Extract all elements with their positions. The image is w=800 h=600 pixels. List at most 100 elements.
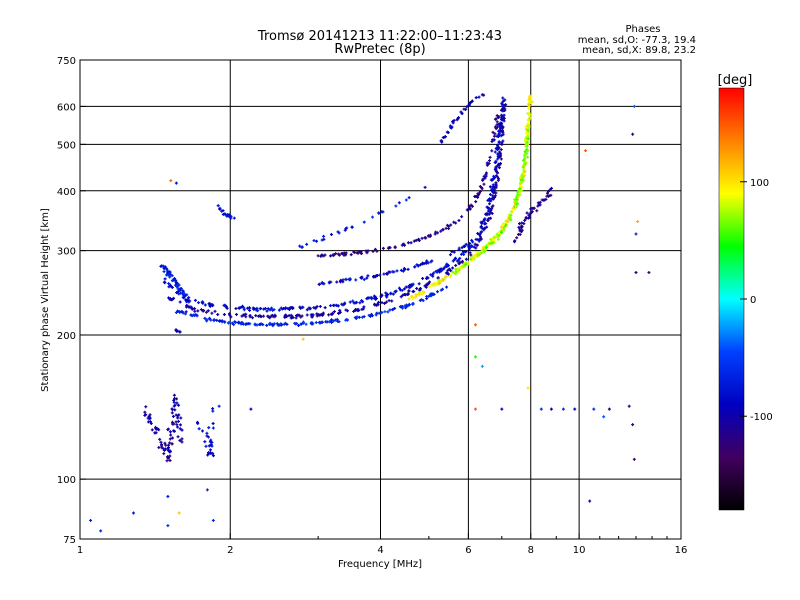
data-point <box>592 407 596 411</box>
data-point <box>527 103 531 107</box>
data-point <box>205 434 209 438</box>
data-point <box>211 426 215 430</box>
y-tick-label: 75 <box>63 535 76 546</box>
data-point <box>205 488 209 492</box>
data-point <box>172 404 176 408</box>
data-point <box>451 270 455 274</box>
data-point <box>430 273 434 277</box>
data-point <box>163 265 167 269</box>
data-point <box>631 423 635 427</box>
data-point <box>344 277 348 281</box>
data-point <box>162 447 166 451</box>
data-point <box>647 271 651 275</box>
data-point <box>526 129 530 133</box>
data-point <box>186 304 190 308</box>
data-point <box>143 413 147 417</box>
data-point <box>470 238 474 242</box>
data-point <box>462 107 466 111</box>
data-point <box>546 189 550 193</box>
data-point <box>179 416 183 420</box>
data-point <box>452 220 456 224</box>
data-point <box>393 306 397 310</box>
data-point <box>523 154 527 158</box>
data-point <box>526 111 530 115</box>
data-point <box>520 185 524 189</box>
data-point <box>453 257 457 261</box>
data-point <box>222 313 226 316</box>
data-point <box>471 257 475 261</box>
data-point <box>342 302 346 306</box>
data-point <box>211 454 215 458</box>
data-point <box>451 259 455 263</box>
data-point <box>375 249 379 253</box>
data-point <box>495 120 499 124</box>
data-point <box>335 280 339 284</box>
data-point <box>196 309 200 313</box>
data-point <box>526 216 530 220</box>
data-point <box>526 149 530 153</box>
data-point <box>327 281 331 285</box>
data-point <box>144 405 148 409</box>
data-point <box>216 313 220 317</box>
data-point <box>204 444 208 448</box>
data-point <box>209 318 213 322</box>
data-point <box>237 306 241 310</box>
data-point <box>496 178 500 182</box>
data-point <box>354 278 358 282</box>
data-point <box>504 219 508 223</box>
data-point <box>143 410 147 414</box>
data-point <box>257 314 261 318</box>
data-point <box>487 212 491 216</box>
x-tick-label: 16 <box>675 545 688 556</box>
data-point <box>211 409 215 413</box>
data-point <box>237 321 241 325</box>
data-point <box>377 311 381 315</box>
data-point <box>374 303 378 307</box>
y-axis-label: Stationary phase Virtual Height [km] <box>40 208 51 392</box>
y-tick-label: 600 <box>57 102 76 113</box>
data-point <box>209 438 213 442</box>
data-point <box>479 225 483 229</box>
data-point <box>366 249 370 253</box>
data-point <box>436 276 440 280</box>
data-point <box>451 266 455 270</box>
data-point <box>488 193 492 197</box>
data-point <box>495 114 499 118</box>
colorbar-tick-label: 0 <box>750 295 756 306</box>
data-point <box>500 118 504 122</box>
data-point <box>290 314 294 318</box>
data-point <box>211 303 215 307</box>
data-point <box>528 95 532 99</box>
data-point <box>166 456 170 460</box>
phases-heading: Phases <box>625 24 660 35</box>
data-point <box>163 441 167 445</box>
data-point <box>305 308 309 312</box>
data-point <box>320 238 324 242</box>
data-point <box>502 119 506 123</box>
data-point <box>488 159 492 163</box>
data-point <box>632 457 636 461</box>
data-point <box>486 206 490 210</box>
data-point <box>321 311 325 315</box>
data-point <box>168 441 172 445</box>
data-point <box>494 186 498 190</box>
data-point <box>465 208 469 212</box>
data-point <box>494 127 498 131</box>
data-point <box>266 314 270 318</box>
data-point <box>234 307 238 311</box>
data-point <box>300 245 304 249</box>
data-point <box>166 428 170 432</box>
data-point <box>350 225 354 229</box>
data-point <box>165 268 169 272</box>
data-point <box>516 193 520 197</box>
data-point <box>180 428 184 432</box>
data-point <box>495 234 499 238</box>
data-point <box>452 118 456 122</box>
data-point <box>301 337 305 341</box>
data-point <box>370 297 374 301</box>
data-point <box>487 202 491 206</box>
data-point <box>460 215 464 219</box>
data-point <box>170 407 174 411</box>
data-point <box>527 213 531 217</box>
